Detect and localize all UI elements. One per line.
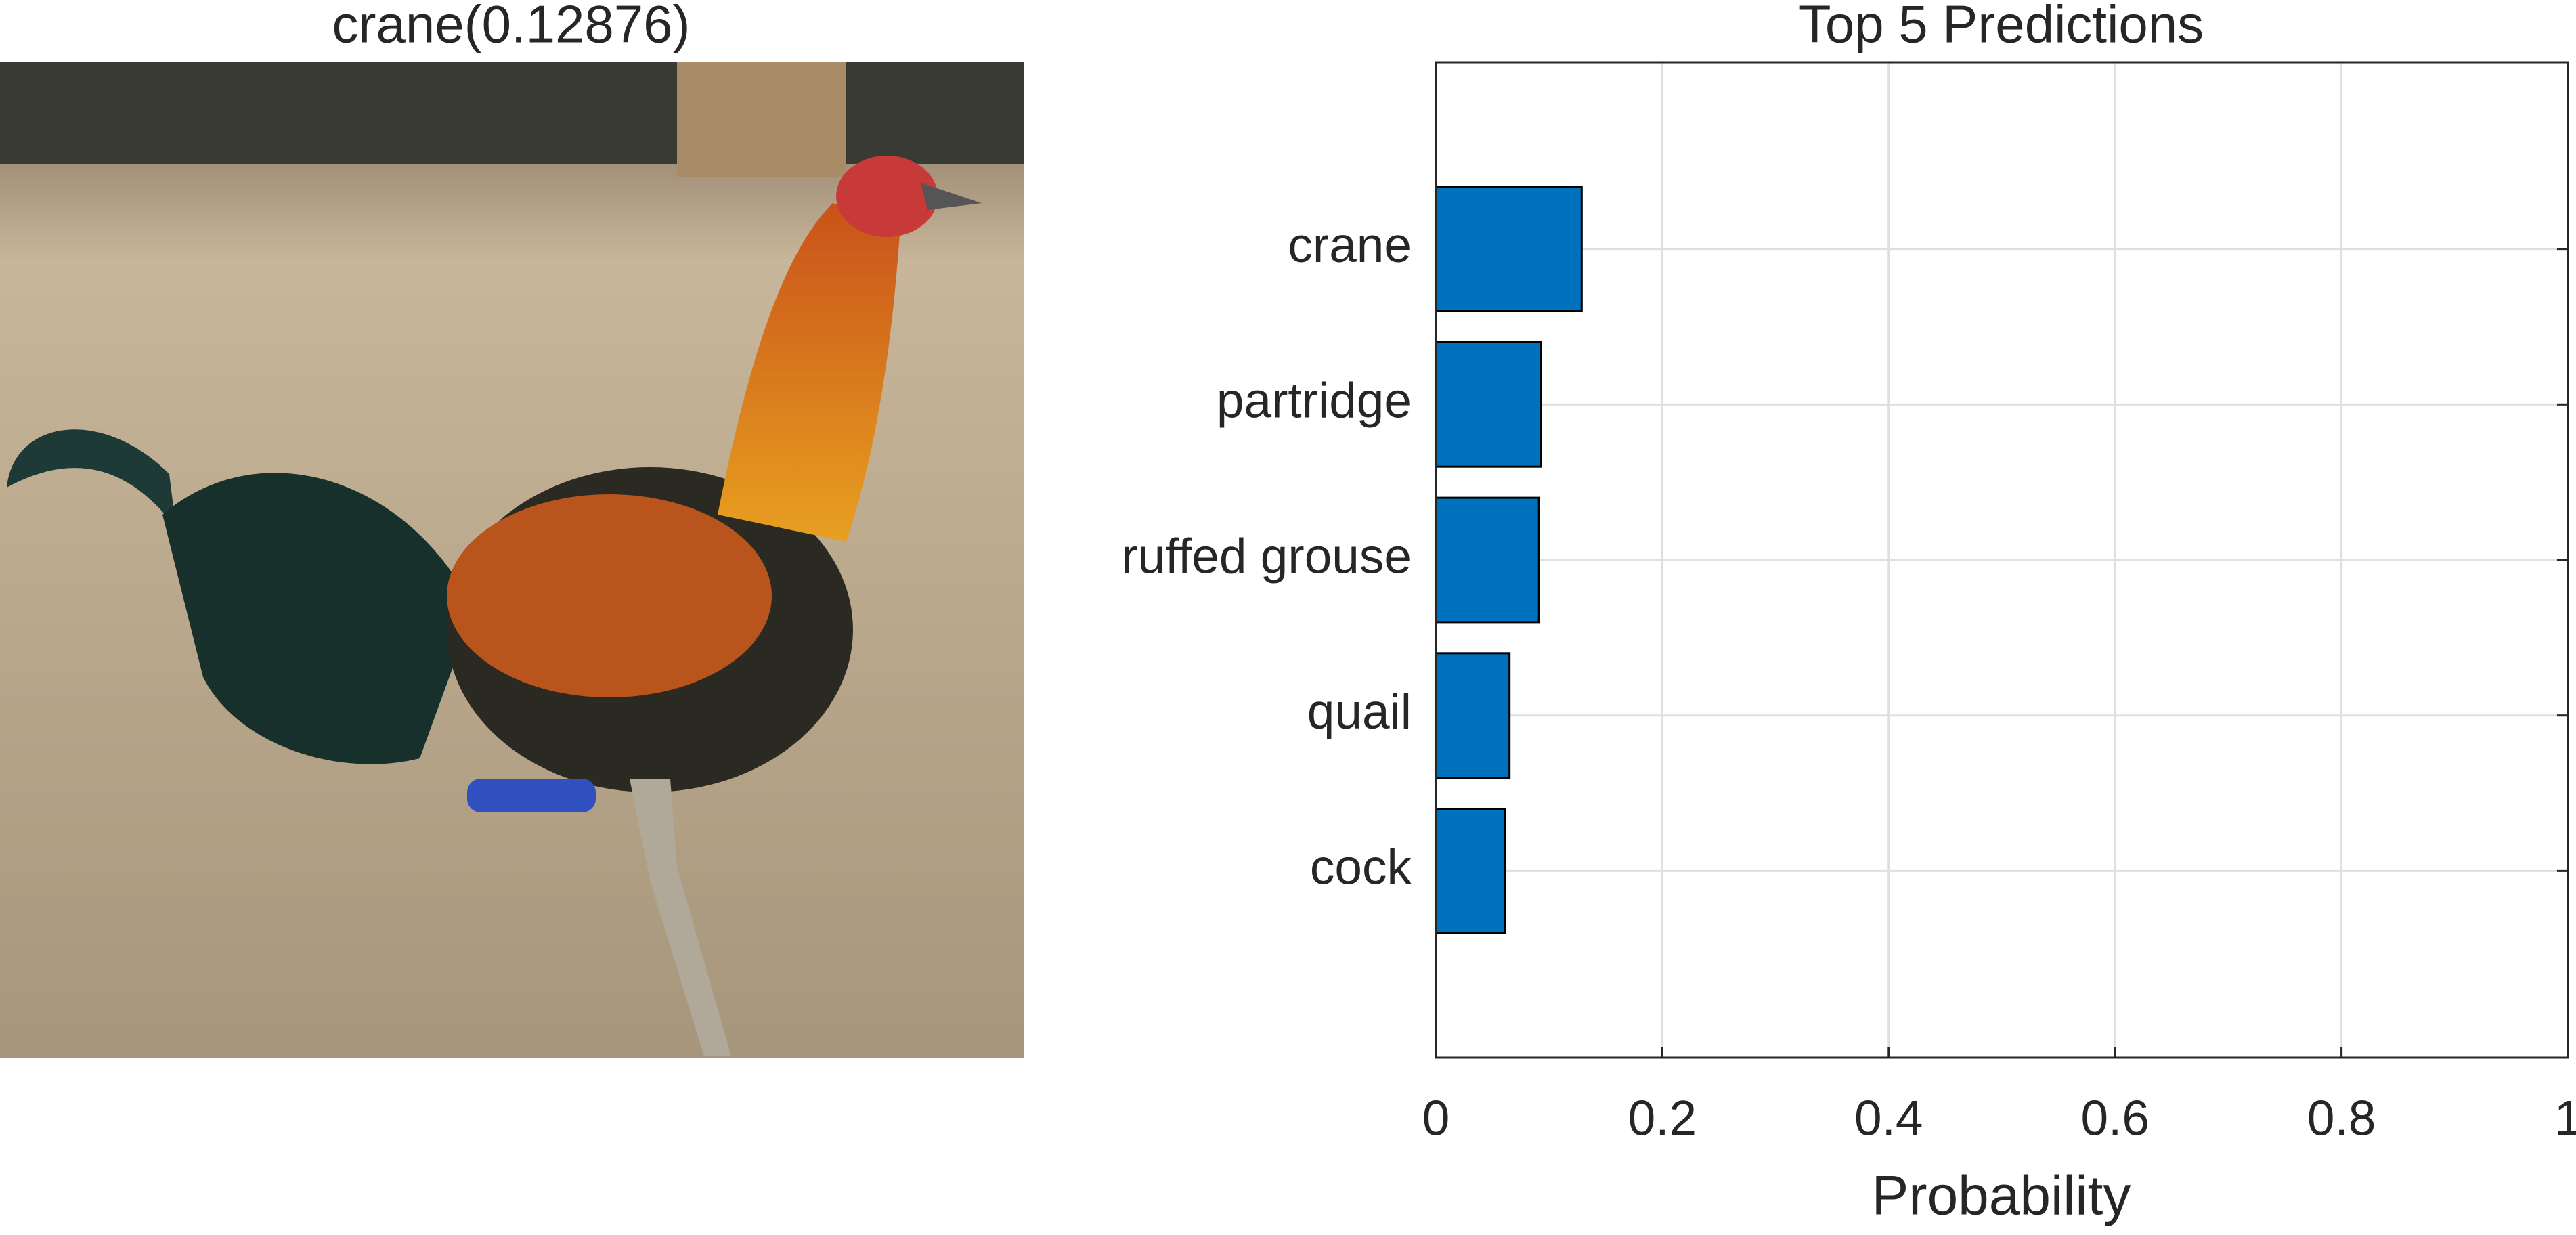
y-tick-label: cock xyxy=(1310,840,1412,895)
photo xyxy=(0,62,1024,1058)
axes-box xyxy=(1435,61,2569,1059)
bar xyxy=(1435,341,1542,468)
x-tick-label: 0.6 xyxy=(2080,1091,2149,1146)
chart-title: Top 5 Predictions xyxy=(1799,0,2204,54)
x-tick-label: 0.8 xyxy=(2307,1091,2376,1146)
x-tick-label: 0 xyxy=(1422,1091,1450,1146)
bar xyxy=(1435,808,1506,934)
y-tick-label: crane xyxy=(1288,218,1412,273)
bar xyxy=(1435,652,1511,779)
y-tick-label: quail xyxy=(1307,685,1412,739)
y-tick-label: partridge xyxy=(1217,374,1412,429)
x-tick-label: 0.4 xyxy=(1854,1091,1923,1146)
y-tick-label: ruffed grouse xyxy=(1121,529,1412,584)
bar xyxy=(1435,496,1540,624)
x-tick-label: 0.2 xyxy=(1628,1091,1697,1146)
image-title: crane(0.12876) xyxy=(332,0,690,54)
x-tick-label: 1 xyxy=(2554,1091,2576,1146)
bar xyxy=(1435,186,1583,312)
x-axis-label: Probability xyxy=(1872,1165,2131,1227)
